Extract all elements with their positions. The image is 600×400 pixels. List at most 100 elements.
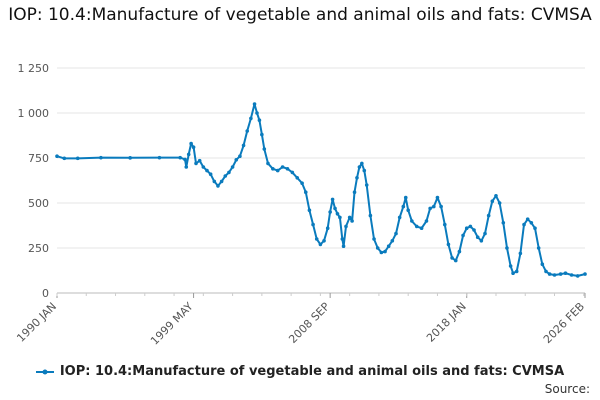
data-point bbox=[479, 239, 484, 243]
data-point bbox=[223, 174, 228, 178]
data-point bbox=[401, 204, 406, 209]
data-point bbox=[344, 224, 348, 229]
data-point bbox=[212, 179, 217, 184]
data-point bbox=[266, 161, 270, 166]
data-point bbox=[475, 235, 480, 239]
data-point bbox=[446, 242, 451, 247]
y-tick-label: 1 250 bbox=[18, 62, 50, 75]
data-point bbox=[285, 167, 290, 171]
data-point bbox=[350, 219, 354, 223]
data-point bbox=[201, 165, 206, 169]
data-point bbox=[257, 118, 262, 122]
data-point bbox=[397, 215, 402, 220]
data-point bbox=[368, 213, 373, 218]
legend-label: IOP: 10.4:Manufacture of vegetable and a… bbox=[59, 364, 565, 379]
data-point bbox=[501, 221, 506, 225]
data-point bbox=[219, 179, 224, 184]
data-point bbox=[360, 161, 364, 166]
legend[interactable]: IOP: 10.4:Manufacture of vegetable and a… bbox=[0, 364, 600, 379]
data-point bbox=[536, 246, 541, 250]
data-point bbox=[497, 201, 502, 205]
data-point bbox=[245, 129, 250, 133]
data-point bbox=[544, 269, 548, 274]
data-point bbox=[191, 145, 196, 149]
data-point bbox=[450, 256, 454, 260]
data-point bbox=[300, 181, 304, 185]
data-point bbox=[547, 272, 552, 276]
data-point bbox=[249, 116, 253, 121]
data-point bbox=[529, 221, 534, 225]
data-point bbox=[208, 172, 213, 176]
data-point bbox=[230, 165, 235, 169]
y-tick-label: 0 bbox=[42, 287, 49, 300]
data-point bbox=[271, 167, 275, 171]
data-point bbox=[340, 237, 345, 241]
data-point bbox=[186, 152, 191, 157]
data-point bbox=[575, 274, 580, 278]
data-point bbox=[355, 176, 359, 180]
data-point bbox=[419, 226, 424, 230]
data-point bbox=[457, 249, 462, 254]
data-point bbox=[328, 210, 332, 214]
data-point bbox=[338, 215, 342, 220]
data-point bbox=[75, 156, 80, 161]
data-point bbox=[494, 194, 498, 198]
data-point bbox=[563, 271, 568, 276]
data-point bbox=[341, 244, 346, 248]
data-point bbox=[128, 156, 132, 160]
data-point bbox=[290, 170, 295, 175]
data-point bbox=[511, 271, 515, 276]
data-point bbox=[486, 213, 491, 218]
source-label: Source: bbox=[544, 382, 590, 396]
data-point bbox=[424, 219, 429, 223]
data-point bbox=[333, 206, 337, 211]
data-point bbox=[252, 102, 257, 106]
data-point bbox=[280, 165, 285, 169]
data-point bbox=[406, 208, 410, 212]
data-point bbox=[311, 222, 315, 227]
data-point bbox=[552, 273, 557, 277]
data-point bbox=[403, 195, 408, 200]
data-point bbox=[335, 212, 340, 216]
data-point bbox=[383, 249, 387, 254]
data-point bbox=[227, 170, 231, 175]
data-point bbox=[439, 204, 443, 209]
data-point bbox=[362, 168, 367, 173]
data-point bbox=[558, 272, 563, 276]
data-point bbox=[183, 157, 187, 162]
x-tick-label: 2018 JAN bbox=[424, 300, 469, 345]
data-point bbox=[318, 242, 323, 247]
data-point bbox=[505, 246, 509, 250]
axes: 0 250 500 750 1 000 1 250 1990 JAN 1999 MAY 2008… bbox=[14, 62, 587, 348]
data-point bbox=[234, 158, 239, 162]
data-point bbox=[322, 239, 326, 243]
y-tick-label: 1 000 bbox=[18, 107, 50, 120]
data-point bbox=[525, 217, 530, 221]
data-point bbox=[453, 258, 458, 263]
data-point bbox=[394, 231, 398, 236]
data-point bbox=[518, 251, 523, 256]
data-point bbox=[295, 176, 300, 180]
data-point bbox=[468, 224, 473, 229]
data-point bbox=[255, 111, 259, 115]
data-point bbox=[352, 190, 357, 194]
data-point bbox=[428, 206, 432, 211]
data-point bbox=[330, 197, 335, 202]
data-point bbox=[583, 272, 587, 276]
chart-title: IOP: 10.4:Manufacture of vegetable and a… bbox=[8, 5, 592, 25]
data-point bbox=[205, 168, 209, 173]
data-point bbox=[390, 239, 395, 243]
data-point bbox=[194, 161, 198, 166]
data-point bbox=[540, 262, 545, 267]
data-point bbox=[216, 184, 220, 188]
data-point bbox=[99, 155, 103, 160]
data-point bbox=[347, 215, 352, 220]
data-point bbox=[431, 204, 436, 209]
data-point bbox=[189, 141, 193, 146]
data-point bbox=[364, 183, 369, 187]
data-point bbox=[569, 273, 574, 277]
data-point bbox=[238, 154, 242, 158]
data-point bbox=[490, 199, 495, 203]
data-point bbox=[262, 147, 267, 151]
